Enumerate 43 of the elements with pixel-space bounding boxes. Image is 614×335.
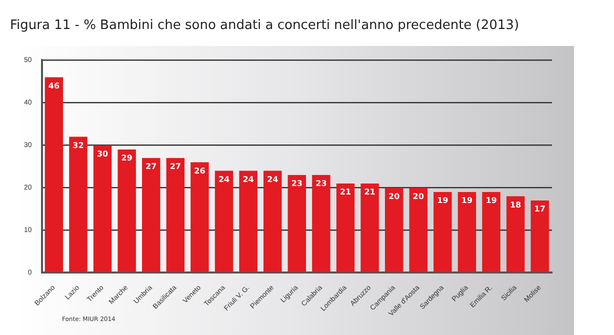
data-label: 24 [242, 174, 254, 184]
bar [214, 170, 234, 272]
data-label: 23 [316, 179, 327, 188]
data-label: 23 [291, 179, 302, 188]
bar [336, 183, 355, 272]
data-label: 29 [121, 154, 133, 163]
data-label: 26 [194, 166, 206, 176]
bar [409, 188, 428, 272]
bar [312, 174, 330, 272]
data-label: 27 [146, 162, 157, 172]
data-label: 24 [218, 174, 230, 184]
bar [530, 200, 549, 272]
data-label: 21 [364, 188, 376, 197]
bar [44, 77, 64, 272]
bar [239, 170, 258, 272]
bar [166, 158, 185, 272]
bar [288, 174, 306, 272]
data-label: 18 [510, 200, 522, 210]
bar [360, 183, 379, 272]
bar [263, 170, 282, 272]
data-label: 30 [96, 149, 109, 158]
data-label: 20 [412, 192, 424, 201]
data-label: 19 [461, 196, 473, 206]
data-label: 19 [486, 196, 498, 206]
bar [190, 162, 209, 272]
data-label: 21 [340, 188, 352, 197]
bar [93, 145, 112, 272]
bar [118, 149, 136, 272]
data-label: 46 [48, 81, 60, 90]
bar [506, 196, 525, 272]
data-label: 17 [534, 204, 546, 214]
data-label: 24 [267, 174, 279, 184]
data-label: 32 [72, 140, 84, 150]
data-label: 27 [170, 162, 181, 172]
bar [482, 192, 500, 272]
data-label: 20 [388, 192, 400, 201]
bar [69, 136, 88, 272]
bar [142, 158, 160, 272]
chart-title: Figura 11 - % Bambini che sono andati a concerti nell'anno precedente (2013) [10, 18, 520, 33]
data-label: 19 [437, 196, 449, 206]
bar [384, 188, 404, 272]
bar [458, 192, 476, 272]
bar [434, 192, 452, 272]
